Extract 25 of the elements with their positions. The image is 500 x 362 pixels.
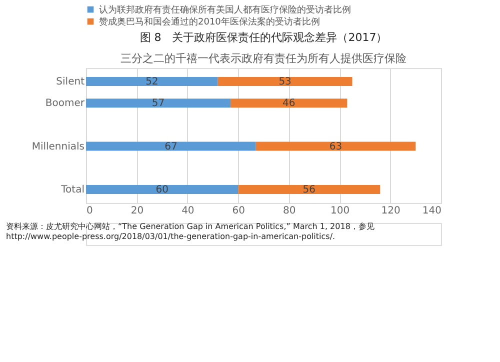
- x-tick-label: 40: [182, 206, 194, 216]
- x-tick-label: 80: [282, 206, 296, 216]
- y-tick-label: Millennials: [32, 141, 84, 152]
- data-label: 52: [146, 76, 158, 88]
- x-tick-label: 120: [381, 206, 400, 216]
- y-tick-label: Total: [60, 184, 84, 196]
- y-tick-label: Boomer: [45, 98, 86, 110]
- legend-label: 认为联邦政府有责任确保所有美国人都有医疗保险的受访者比例: [99, 4, 351, 16]
- data-label: 53: [278, 76, 292, 88]
- x-tick-label: 60: [232, 206, 246, 216]
- x-tick-label: 20: [130, 206, 144, 216]
- text: 资料来源：皮尤研究中心网站，“The Generation Gap in American Politics,” March 1, 2018，参见 http://www.people-press.org/2018/03/01/the-generation-gap-in-american-politics/.: [6, 222, 374, 241]
- data-label: 63: [329, 141, 342, 152]
- data-label: 60: [156, 184, 168, 196]
- data-label: 56: [302, 184, 316, 196]
- x-tick-label: 0: [86, 206, 93, 216]
- x-tick-label: 100: [330, 206, 350, 216]
- y-tick-label: Silent: [56, 76, 85, 88]
- legend-label: 赞成奥巴马和国会通过的2010年医保法案的受访者比例: [99, 16, 320, 28]
- chart-title: 图 8 关于政府医保责任的代际观念差异（2017）: [140, 31, 388, 44]
- data-label: 57: [152, 98, 165, 110]
- chart-subtitle: 三分之二的千禧一代表示政府有责任为所有人提供医疗保险: [120, 52, 406, 65]
- x-tick-label: 140: [422, 206, 442, 216]
- data-label: 67: [164, 141, 178, 152]
- data-label: 46: [282, 98, 296, 110]
